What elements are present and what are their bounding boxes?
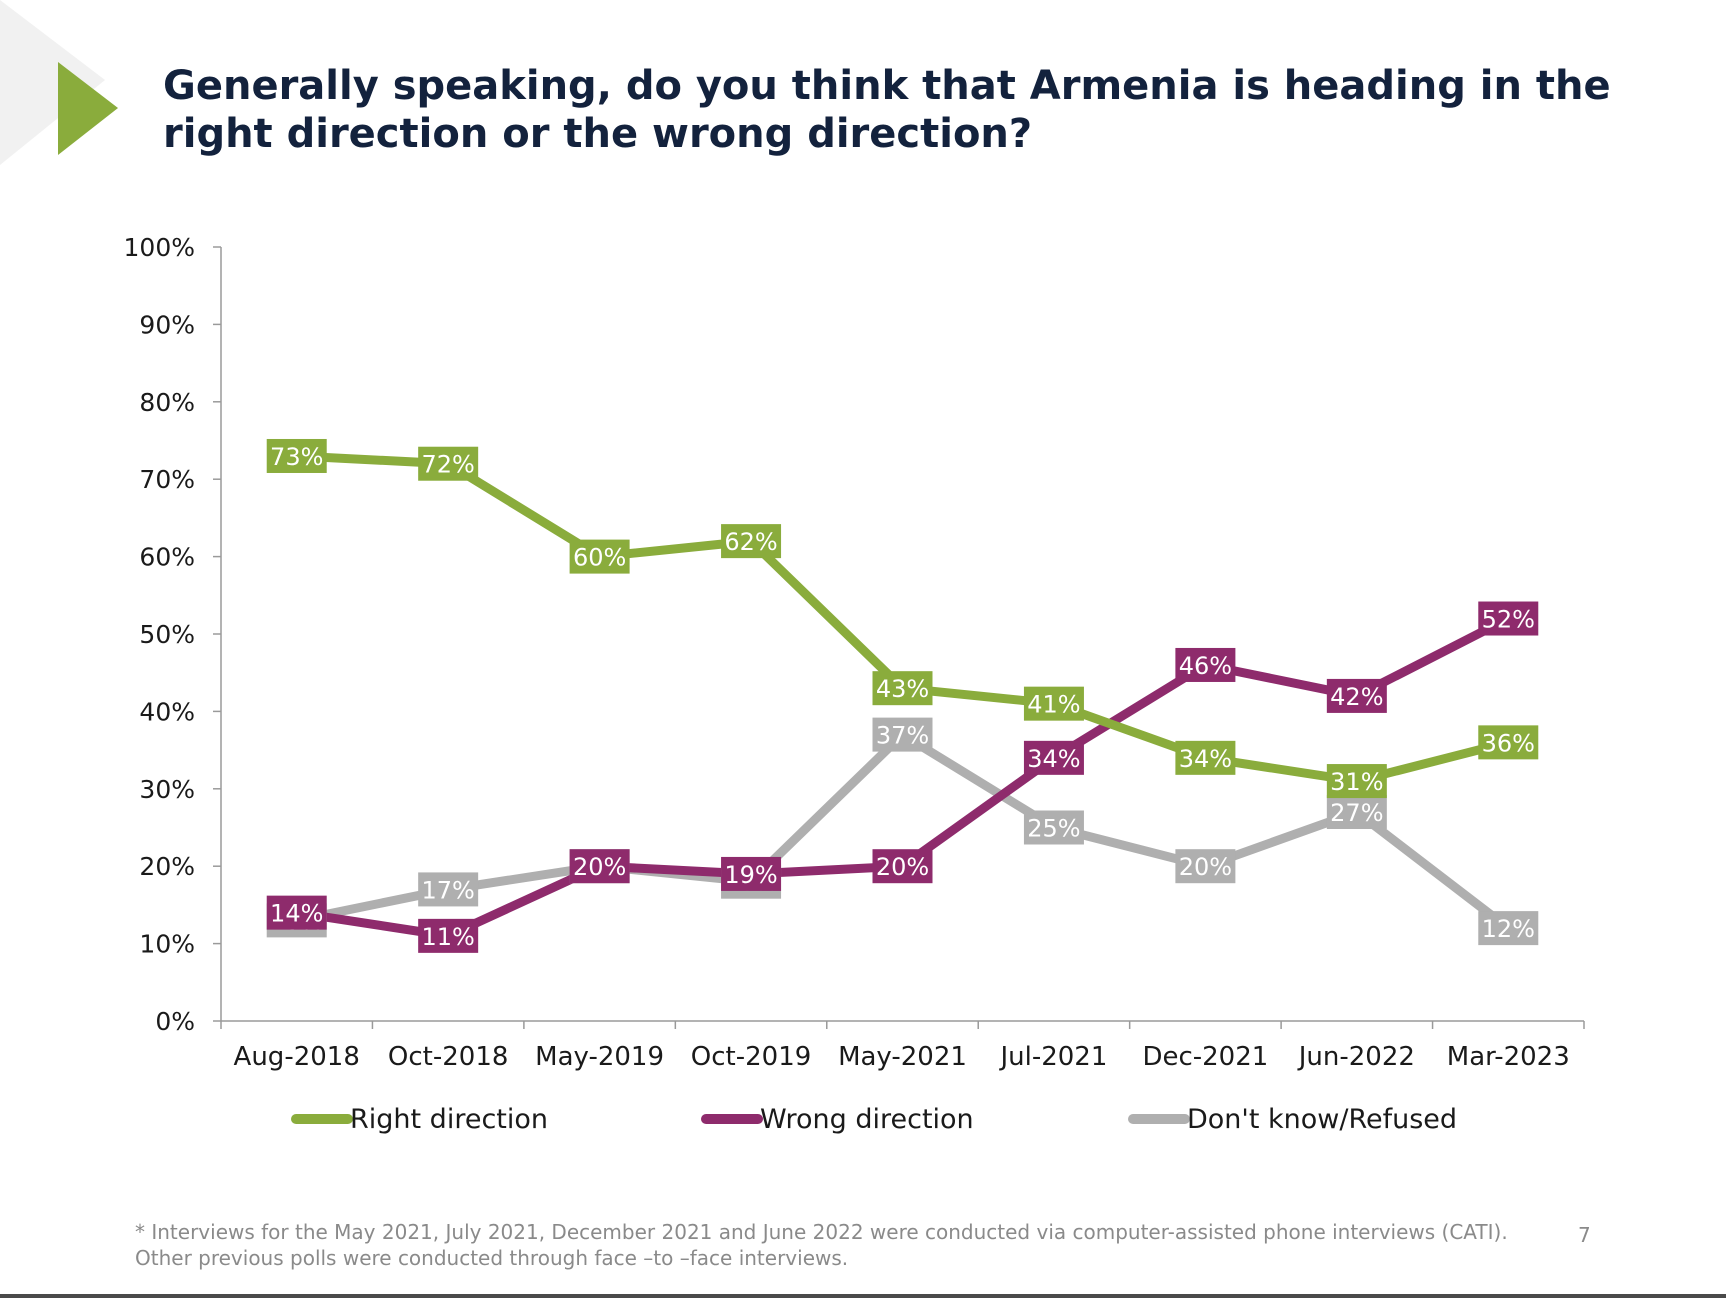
data-label: 31%: [1330, 768, 1383, 796]
data-label-box: [1326, 764, 1387, 799]
data-label-box: [721, 856, 782, 891]
x-tick-label: Jul-2021: [998, 1042, 1107, 1072]
data-label: 14%: [270, 900, 323, 928]
x-tick-label: Aug-2018: [234, 1042, 360, 1072]
data-label-box: [721, 524, 782, 559]
y-tick-label: 20%: [139, 852, 195, 881]
data-label-box: [569, 539, 630, 574]
page-number: 7: [1578, 1223, 1591, 1247]
background-corner-shape: [0, 0, 105, 165]
y-tick-label: 10%: [139, 930, 195, 959]
slide-title: Generally speaking, do you think that Ar…: [163, 63, 1611, 157]
x-tick-label: May-2021: [838, 1042, 967, 1072]
data-label: 11%: [421, 923, 474, 951]
data-label: 20%: [573, 853, 626, 881]
y-tick-label: 70%: [139, 465, 195, 494]
y-tick-label: 40%: [139, 697, 195, 726]
footnote: * Interviews for the May 2021, July 2021…: [135, 1220, 1508, 1270]
x-tick-label: Jun-2022: [1297, 1042, 1415, 1072]
y-tick-label: 100%: [124, 233, 195, 262]
data-label: 46%: [1179, 652, 1232, 680]
data-label: 20%: [1179, 853, 1232, 881]
legend-label: Don't know/Refused: [1187, 1104, 1457, 1135]
data-label-box: [1478, 725, 1539, 760]
x-tick-label: Oct-2018: [388, 1042, 509, 1072]
data-label-box: [418, 446, 479, 481]
data-label-box: [418, 918, 479, 953]
data-label-box: [418, 872, 479, 907]
x-tick-label: Mar-2023: [1447, 1042, 1570, 1072]
y-tick-label: 0%: [155, 1007, 195, 1036]
data-label-box: [1326, 795, 1387, 830]
data-label: 52%: [1482, 606, 1535, 634]
data-label-box: [1478, 601, 1539, 636]
x-tick-label: May-2019: [535, 1042, 664, 1072]
x-tick-label: Dec-2021: [1142, 1042, 1268, 1072]
data-label-box: [1175, 740, 1236, 775]
data-label: 73%: [270, 443, 323, 471]
data-label: 62%: [724, 528, 777, 556]
y-tick-label: 50%: [139, 620, 195, 649]
data-label: 12%: [1482, 915, 1535, 943]
data-label: 72%: [421, 451, 474, 479]
data-label-box: [266, 895, 327, 930]
data-label-box: [872, 671, 933, 706]
data-label: 25%: [1027, 815, 1080, 843]
data-label: 17%: [421, 876, 474, 904]
play-arrow-icon: [58, 62, 118, 155]
data-label-box: [1175, 647, 1236, 682]
data-label-box: [1023, 740, 1084, 775]
data-label-box: [569, 849, 630, 884]
y-tick-label: 80%: [139, 388, 195, 417]
data-label-box: [1023, 686, 1084, 721]
data-label-box: [1326, 678, 1387, 713]
y-tick-label: 90%: [139, 310, 195, 339]
data-label-box: [1175, 849, 1236, 884]
data-label: 34%: [1179, 745, 1232, 773]
data-label: 43%: [876, 675, 929, 703]
data-label-box: [266, 438, 327, 473]
data-label: 27%: [1330, 799, 1383, 827]
data-label: 36%: [1482, 729, 1535, 757]
data-label-box: [1023, 810, 1084, 845]
data-label: 60%: [573, 544, 626, 572]
data-label-box: [872, 717, 933, 752]
y-tick-label: 60%: [139, 543, 195, 572]
legend-label: Right direction: [350, 1104, 548, 1135]
line-chart: 0% 10% 20% 30% 40% 50% 60% 70% 80% 90% 100% Aug-201…: [124, 233, 1585, 1135]
bottom-divider: [0, 1294, 1726, 1298]
data-label: 42%: [1330, 683, 1383, 711]
data-label: 34%: [1027, 745, 1080, 773]
data-label: 41%: [1027, 691, 1080, 719]
data-label: 19%: [724, 861, 777, 889]
data-label: 20%: [876, 853, 929, 881]
data-label-box: [1478, 911, 1539, 946]
y-tick-label: 30%: [139, 775, 195, 804]
data-label-box: [872, 849, 933, 884]
series-line-2: [295, 728, 1512, 932]
x-tick-label: Oct-2019: [691, 1042, 812, 1072]
legend-label: Wrong direction: [760, 1104, 974, 1135]
data-label: 37%: [876, 722, 929, 750]
